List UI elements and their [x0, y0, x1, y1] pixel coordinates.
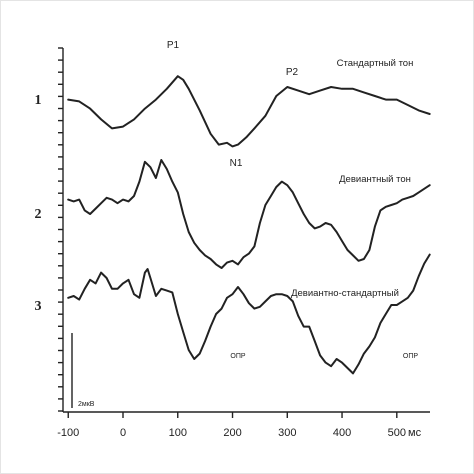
traces — [67, 75, 431, 375]
annotation-1: N1 — [230, 158, 243, 169]
x-tick-label: 400 — [333, 427, 351, 439]
trace-labels: Стандартный тон Девиантный тон Девиантно-с… — [291, 58, 413, 299]
trace-label-3: Девиантно-стандартный — [291, 288, 399, 299]
trace-line-3 — [67, 253, 431, 375]
x-tick-label: -100 — [57, 427, 79, 439]
x-tick-label: 200 — [223, 427, 241, 439]
trace-number-3: 3 — [35, 299, 42, 314]
x-tick-label: 300 — [278, 427, 296, 439]
x-tick-label: 500 — [388, 427, 406, 439]
scale-bar-label: 2мкВ — [78, 401, 95, 408]
x-axis-tick-labels: -100 0 100 200 300 400 500 — [57, 427, 406, 439]
trace-label-2: Девиантный тон — [339, 174, 411, 185]
trace-number-1: 1 — [35, 93, 42, 108]
trace-label-1: Стандартный тон — [337, 58, 414, 69]
x-axis-unit-label: мс — [408, 427, 422, 439]
annotations: P1 N1 P2 ОПР ОПР — [167, 40, 419, 360]
trace-numbers: 1 2 3 — [35, 93, 42, 314]
x-axis-ticks — [67, 412, 398, 418]
x-tick-label: 0 — [120, 427, 126, 439]
trace-number-2: 2 — [35, 207, 42, 222]
x-tick-label: 100 — [169, 427, 187, 439]
trace-line-1 — [67, 75, 431, 148]
annotation-2: P2 — [286, 67, 299, 78]
annotation-3: ОПР — [230, 353, 245, 360]
annotation-4: ОПР — [403, 353, 418, 360]
trace-line-2 — [67, 159, 431, 269]
annotation-0: P1 — [167, 40, 180, 51]
y-axis-ticks — [58, 47, 63, 412]
